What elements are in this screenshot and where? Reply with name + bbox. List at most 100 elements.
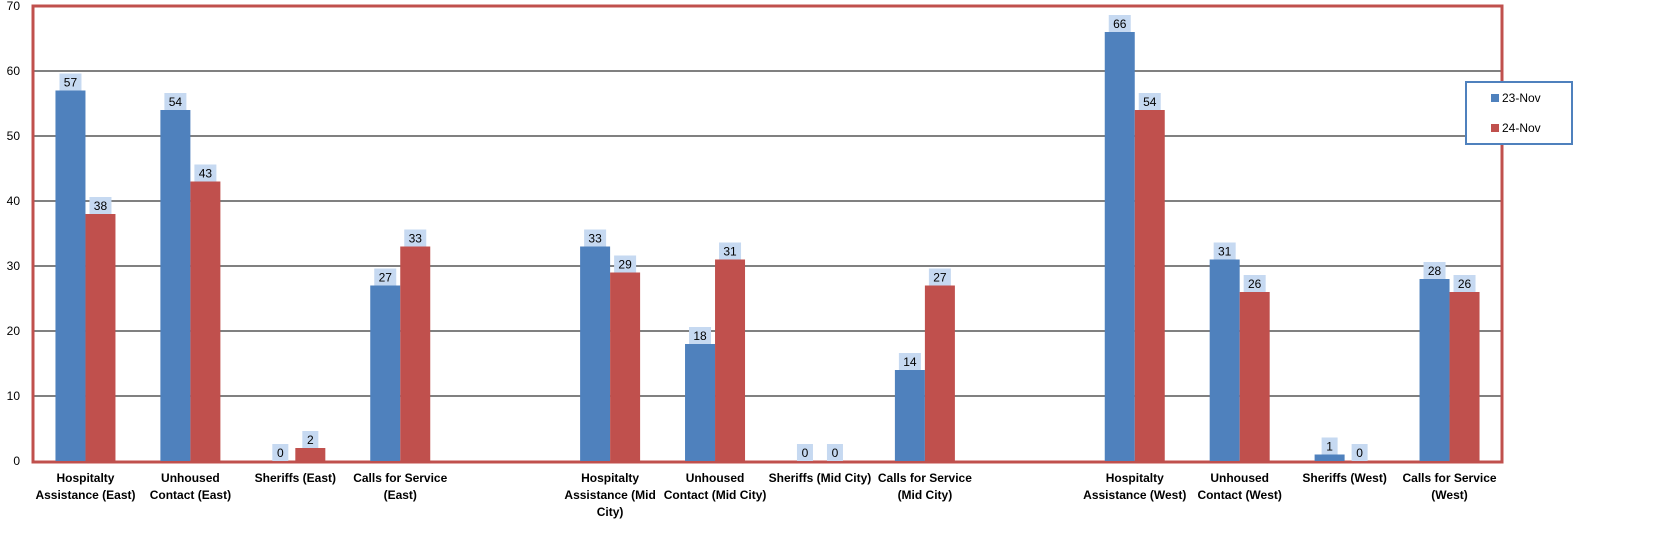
y-tick-label: 50	[7, 129, 21, 143]
category-label: (East)	[384, 488, 417, 502]
category-label: Assistance (East)	[35, 488, 135, 502]
data-label-box	[1213, 242, 1236, 260]
bar	[1449, 292, 1480, 461]
bar	[894, 370, 925, 461]
data-label-box	[826, 444, 843, 461]
category-label: Contact (East)	[150, 488, 231, 502]
data-label-box	[89, 197, 112, 214]
data-label-box	[404, 229, 427, 247]
bar	[160, 110, 191, 461]
data-label-box	[614, 255, 637, 273]
data-label: 38	[94, 199, 108, 213]
data-label: 54	[1143, 95, 1157, 109]
y-tick-label: 40	[7, 194, 21, 208]
data-label: 54	[169, 95, 183, 109]
data-label-box	[796, 444, 813, 461]
category-label: Contact (Mid City)	[664, 488, 767, 502]
bar	[924, 285, 955, 461]
plot-area-border	[31, 4, 1504, 464]
data-label-box	[374, 268, 397, 286]
data-label: 31	[1218, 245, 1232, 259]
data-label-box	[59, 73, 82, 91]
data-label: 33	[409, 232, 423, 246]
category-label: Unhoused	[1210, 471, 1269, 485]
bar	[1134, 110, 1165, 461]
data-label: 0	[1356, 446, 1363, 460]
data-label: 1	[1326, 440, 1333, 454]
legend-label-24-nov: 24-Nov	[1502, 121, 1541, 135]
data-label-box	[1351, 444, 1368, 461]
category-label: Unhoused	[686, 471, 745, 485]
legend-swatch-23-nov	[1491, 94, 1499, 102]
data-label: 26	[1248, 277, 1262, 291]
data-label-box	[1138, 93, 1161, 110]
y-tick-label: 20	[7, 324, 21, 338]
gridlines	[33, 5, 1502, 462]
data-label: 57	[64, 76, 78, 90]
legend-box	[1465, 81, 1573, 145]
data-label: 33	[588, 232, 602, 246]
y-axis: 0 10 20 30 40 50 60 70	[7, 0, 21, 468]
data-label: 14	[903, 355, 917, 369]
data-label: 43	[199, 167, 213, 181]
bar	[715, 259, 746, 461]
data-label-box	[898, 353, 921, 370]
data-labels: 57 54 0 27 33 18 0 14 66 31 1 28 38 43 2 33 29 31 0 27 54 26 0…	[59, 15, 1476, 461]
data-label-box	[689, 327, 712, 344]
category-label: Hospitalty	[56, 471, 114, 485]
data-label-box	[928, 268, 951, 286]
data-label: 28	[1428, 264, 1442, 278]
data-label: 27	[379, 271, 393, 285]
data-label-box	[1243, 275, 1266, 292]
data-label-box	[272, 444, 289, 461]
data-label-box	[1453, 275, 1476, 292]
data-label: 0	[802, 446, 809, 460]
bar	[1104, 32, 1135, 461]
data-label-box	[1423, 262, 1446, 279]
bar	[190, 181, 221, 461]
data-label: 0	[832, 446, 839, 460]
y-tick-label: 0	[13, 454, 20, 468]
data-label: 31	[723, 245, 737, 259]
x-axis: Hospitalty Assistance (East) Unhoused Conta…	[35, 471, 1496, 519]
data-label: 18	[693, 329, 707, 343]
legend-swatch-24-nov	[1491, 124, 1499, 132]
bar	[1209, 259, 1240, 461]
data-label: 2	[307, 433, 314, 447]
data-label-box	[1108, 15, 1131, 32]
data-label-box	[719, 242, 742, 260]
category-label: Assistance (West)	[1083, 488, 1186, 502]
data-label-box	[1321, 437, 1338, 455]
category-label: Sheriffs (East)	[255, 471, 336, 485]
legend-label-23-nov: 23-Nov	[1502, 91, 1541, 105]
data-label: 26	[1458, 277, 1472, 291]
category-label: Sheriffs (Mid City)	[769, 471, 872, 485]
category-label: Unhoused	[161, 471, 220, 485]
category-label: Assistance (Mid	[564, 488, 655, 502]
bar	[85, 214, 116, 461]
y-tick-label: 60	[7, 64, 21, 78]
legend: 23-Nov 24-Nov	[1465, 81, 1573, 145]
category-label: (Mid City)	[898, 488, 953, 502]
data-label-box	[584, 229, 607, 247]
category-label: Calls for Service	[353, 471, 447, 485]
category-label: (West)	[1431, 488, 1467, 502]
y-tick-label: 70	[7, 0, 21, 13]
data-label-box	[302, 431, 319, 448]
bar	[400, 246, 431, 461]
category-label: Sheriffs (West)	[1302, 471, 1386, 485]
bar	[685, 344, 716, 461]
bars	[55, 32, 1480, 461]
data-label: 29	[618, 258, 632, 272]
data-label: 66	[1113, 17, 1127, 31]
data-label-box	[164, 93, 187, 110]
category-label: Calls for Service	[1403, 471, 1497, 485]
bar	[1239, 292, 1270, 461]
bar	[55, 90, 86, 461]
bar	[1419, 279, 1450, 461]
data-label: 27	[933, 271, 947, 285]
bar	[295, 448, 326, 461]
category-label: Hospitalty	[1106, 471, 1164, 485]
category-label: Hospitalty	[581, 471, 639, 485]
